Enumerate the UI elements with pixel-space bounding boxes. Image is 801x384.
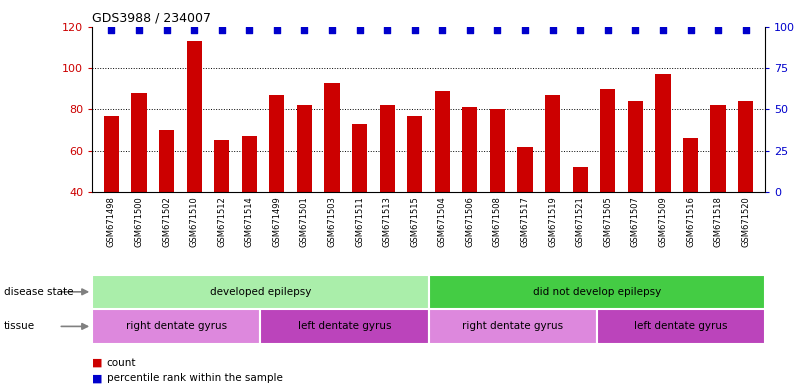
Text: left dentate gyrus: left dentate gyrus (634, 321, 727, 331)
Point (684, 27, 697, 33)
Text: GSM671521: GSM671521 (576, 196, 585, 247)
Bar (545, 95, 560, 192)
Bar (324, 83, 340, 192)
Bar (517, 147, 533, 192)
Text: GSM671506: GSM671506 (465, 196, 474, 247)
Bar (738, 101, 753, 192)
Bar (159, 130, 174, 192)
Point (657, 27, 670, 33)
Point (353, 27, 366, 33)
Text: GSM671505: GSM671505 (603, 196, 612, 247)
Text: right dentate gyrus: right dentate gyrus (126, 321, 227, 331)
Text: GSM671504: GSM671504 (438, 196, 447, 247)
Bar (600, 89, 615, 192)
Text: left dentate gyrus: left dentate gyrus (298, 321, 391, 331)
Bar (214, 141, 229, 192)
Text: GSM671500: GSM671500 (135, 196, 143, 247)
Point (602, 27, 614, 33)
Point (464, 27, 477, 33)
Point (409, 27, 421, 33)
Bar (683, 138, 698, 192)
Text: GSM671516: GSM671516 (686, 196, 695, 247)
Text: GSM671509: GSM671509 (658, 196, 667, 247)
Point (546, 27, 559, 33)
Bar (352, 124, 367, 192)
Point (574, 27, 586, 33)
Point (215, 27, 228, 33)
Text: GSM671517: GSM671517 (521, 196, 529, 247)
Bar (104, 116, 119, 192)
Text: GSM671511: GSM671511 (355, 196, 364, 247)
Bar (490, 109, 505, 192)
Text: GSM671513: GSM671513 (383, 196, 392, 247)
Text: GSM671503: GSM671503 (328, 196, 336, 247)
Point (491, 27, 504, 33)
Point (298, 27, 311, 33)
Point (243, 27, 256, 33)
Text: GSM671515: GSM671515 (410, 196, 419, 247)
Bar (429, 309, 597, 344)
Bar (92, 309, 260, 344)
Text: GSM671519: GSM671519 (548, 196, 557, 247)
Text: GSM671507: GSM671507 (631, 196, 640, 247)
Point (380, 27, 393, 33)
Point (629, 27, 642, 33)
Point (739, 27, 752, 33)
Text: GDS3988 / 234007: GDS3988 / 234007 (92, 11, 211, 24)
Text: disease state: disease state (4, 287, 74, 297)
Text: GSM671502: GSM671502 (162, 196, 171, 247)
Bar (242, 136, 257, 192)
Text: did not develop epilepsy: did not develop epilepsy (533, 287, 661, 297)
Point (105, 27, 118, 33)
Bar (407, 116, 422, 192)
Point (326, 27, 339, 33)
Text: ■: ■ (92, 373, 106, 383)
Text: GSM671512: GSM671512 (217, 196, 226, 247)
Text: percentile rank within the sample: percentile rank within the sample (107, 373, 283, 383)
Bar (710, 105, 726, 192)
Text: right dentate gyrus: right dentate gyrus (462, 321, 563, 331)
Text: tissue: tissue (4, 321, 35, 331)
Text: GSM671510: GSM671510 (190, 196, 199, 247)
Text: GSM671520: GSM671520 (741, 196, 751, 247)
Bar (269, 95, 284, 192)
Text: GSM671501: GSM671501 (300, 196, 309, 247)
Bar (655, 74, 670, 192)
Bar (92, 275, 429, 309)
Bar (380, 105, 395, 192)
Point (133, 27, 146, 33)
Point (518, 27, 531, 33)
Bar (573, 167, 588, 192)
Text: GSM671518: GSM671518 (714, 196, 723, 247)
Bar (628, 101, 643, 192)
Point (436, 27, 449, 33)
Point (187, 27, 200, 33)
Point (271, 27, 284, 33)
Point (160, 27, 173, 33)
Bar (297, 105, 312, 192)
Point (711, 27, 724, 33)
Bar (187, 41, 202, 192)
Bar (435, 91, 450, 192)
Bar (429, 275, 765, 309)
Text: GSM671499: GSM671499 (272, 196, 281, 247)
Text: GSM671498: GSM671498 (107, 196, 116, 247)
Bar (260, 309, 429, 344)
Bar (597, 309, 765, 344)
Bar (462, 108, 477, 192)
Text: GSM671508: GSM671508 (493, 196, 502, 247)
Bar (131, 93, 147, 192)
Text: ■: ■ (92, 358, 106, 368)
Text: developed epilepsy: developed epilepsy (210, 287, 311, 297)
Text: count: count (107, 358, 136, 368)
Text: GSM671514: GSM671514 (245, 196, 254, 247)
